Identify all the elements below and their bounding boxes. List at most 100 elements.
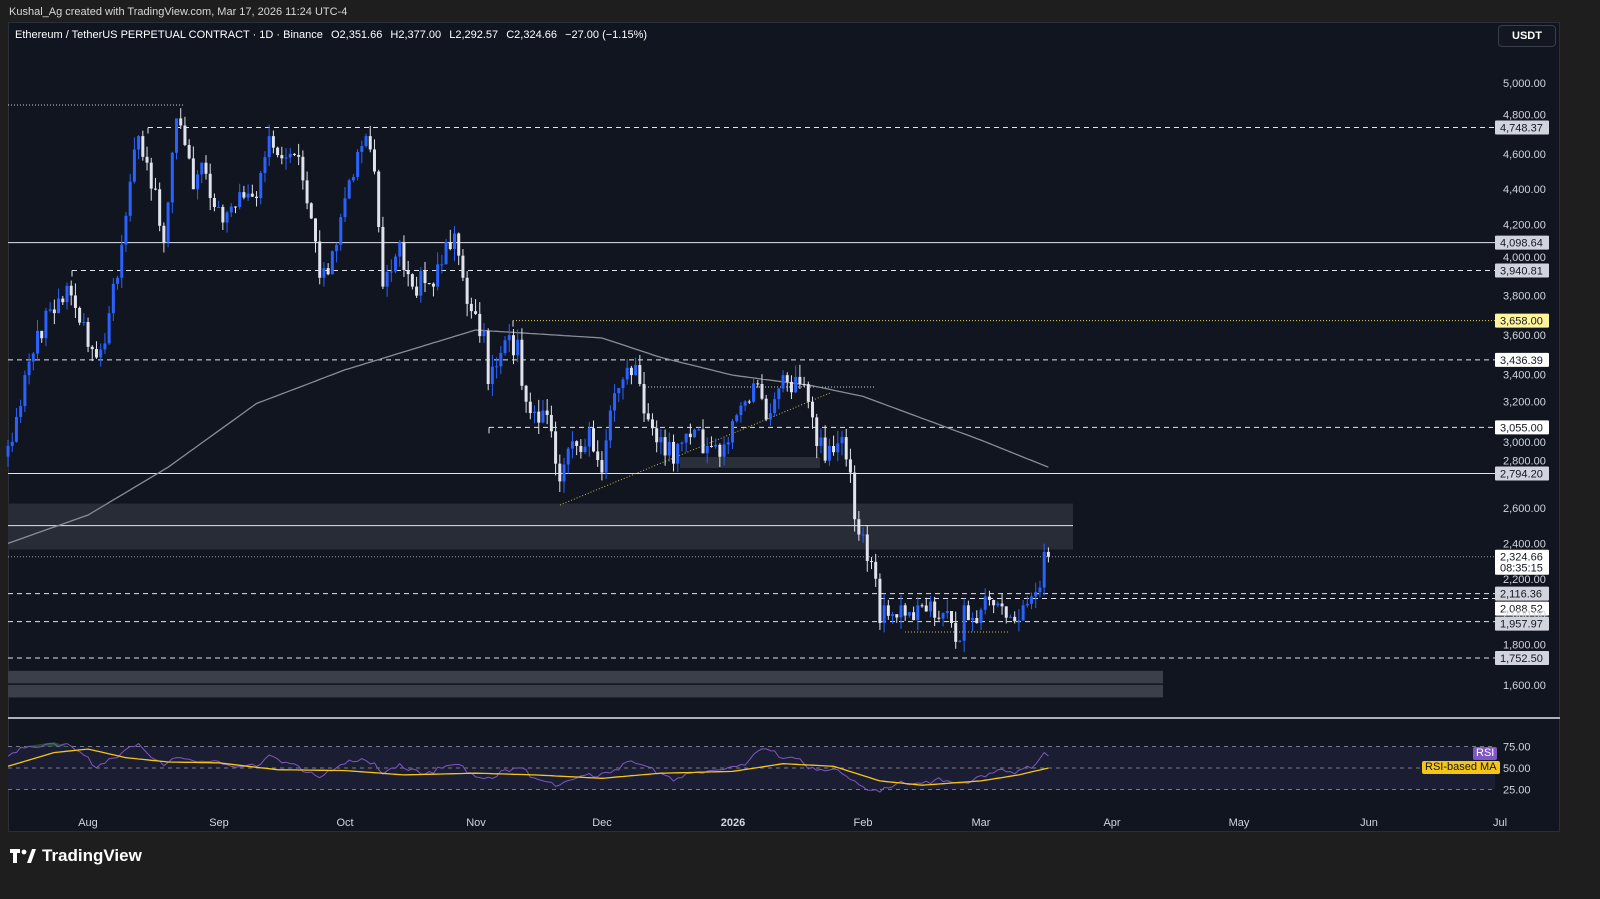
candle-body [840,437,844,444]
candle-body [238,192,242,207]
rsi-axis-tick: 75.00 [1503,742,1531,754]
price-level-label: 2,794.20 [1500,469,1543,481]
candle-body [335,244,339,252]
candle-body [680,442,684,444]
candle-body [987,596,991,600]
candle-body [667,441,671,456]
candle-body [246,193,250,198]
candle-body [322,268,326,278]
candle-body [507,335,511,341]
price-axis-tick: 2,800.00 [1503,456,1546,468]
candle-body [255,196,259,199]
candle-body [794,376,798,393]
candle-body [591,428,595,452]
candle-body [722,444,726,457]
price-level-label: 1,752.50 [1500,653,1543,665]
moving-average-line [7,329,1049,545]
candle-body [941,613,945,619]
candle-body [381,226,385,287]
candle-body [499,353,503,367]
symbol-legend: Ethereum / TetherUS PERPETUAL CONTRACT ·… [15,29,652,41]
candle-body [436,264,440,287]
candle-body [385,271,389,287]
candle-body [107,313,111,344]
candle-body [701,429,705,454]
candle-body [570,441,574,449]
attribution-text: Kushal_Ag created with TradingView.com, … [9,6,348,18]
price-level-tag [1495,466,1549,481]
candle-body [503,340,507,354]
time-axis-tick: Nov [466,817,486,829]
candle-body [99,349,103,358]
price-axis-tick: 2,400.00 [1503,538,1546,550]
price-level-tag [1495,263,1549,278]
brand-name: TradingView [42,846,142,865]
price-axis-tick: 3,400.00 [1503,369,1546,381]
price-axis-tick: 4,400.00 [1503,184,1546,196]
rsi-ma-tag: RSI-based MA [1422,761,1500,774]
candle-body [882,605,886,624]
candle-body [928,601,932,612]
candle-body [768,413,772,420]
candle-body [920,605,924,607]
candle-body [781,375,785,389]
candle-body [819,437,823,446]
candle-body [474,311,478,314]
rsi-overbought-fill [8,742,93,747]
candle-body [760,384,764,399]
supply-demand-zone [8,503,1073,550]
price-axis-tick: 3,800.00 [1503,290,1546,302]
tradingview-logo[interactable]: TradingView [10,846,142,866]
price-axis-tick: 3,200.00 [1503,397,1546,409]
candles-layer [6,108,1050,653]
ohlc-change: −27.00 (−1.15%) [565,29,648,41]
candle-body [406,269,410,275]
price-level-label: 3,055.00 [1500,422,1543,434]
candle-body [200,162,204,175]
candle-body [634,365,638,376]
candle-body [533,411,537,414]
candle-body [777,388,781,400]
candle-body [330,251,334,275]
time-axis-tick: May [1229,817,1250,829]
candle-body [372,149,376,172]
candle-body [869,561,873,563]
candle-body [638,365,642,385]
candle-body [743,401,747,406]
candle-body [73,295,77,308]
candle-body [175,118,179,153]
candle-body [802,384,806,386]
candle-body [309,203,313,219]
price-level-tag [1495,549,1549,575]
candle-body [356,151,360,177]
candle-body [1034,592,1038,597]
candle-body [57,298,61,314]
candle-body [752,383,756,402]
candle-body [621,379,625,389]
candle-body [705,445,709,454]
candle-body [208,173,212,199]
candle-body [288,153,292,158]
ohlc-low: L2,292.57 [449,29,499,41]
candle-body [857,519,861,535]
candle-body [865,534,869,562]
price-level-label: 3,436.39 [1500,355,1543,367]
candle-body [419,270,423,296]
rsi-axis-tick: 50.00 [1503,763,1531,775]
candle-body [608,410,612,441]
candle-body [297,154,301,157]
candle-body [94,349,98,358]
candle-body [958,640,962,642]
candle-body [19,406,23,417]
currency-button[interactable]: USDT [1498,25,1556,47]
candle-body [364,136,368,147]
candle-body [541,410,545,423]
candle-body [650,419,654,429]
candle-body [815,417,819,446]
candle-body [69,285,73,296]
price-level-tag [1495,120,1549,135]
candle-body [537,411,541,423]
candle-body [461,255,465,278]
candle-body [233,206,237,208]
